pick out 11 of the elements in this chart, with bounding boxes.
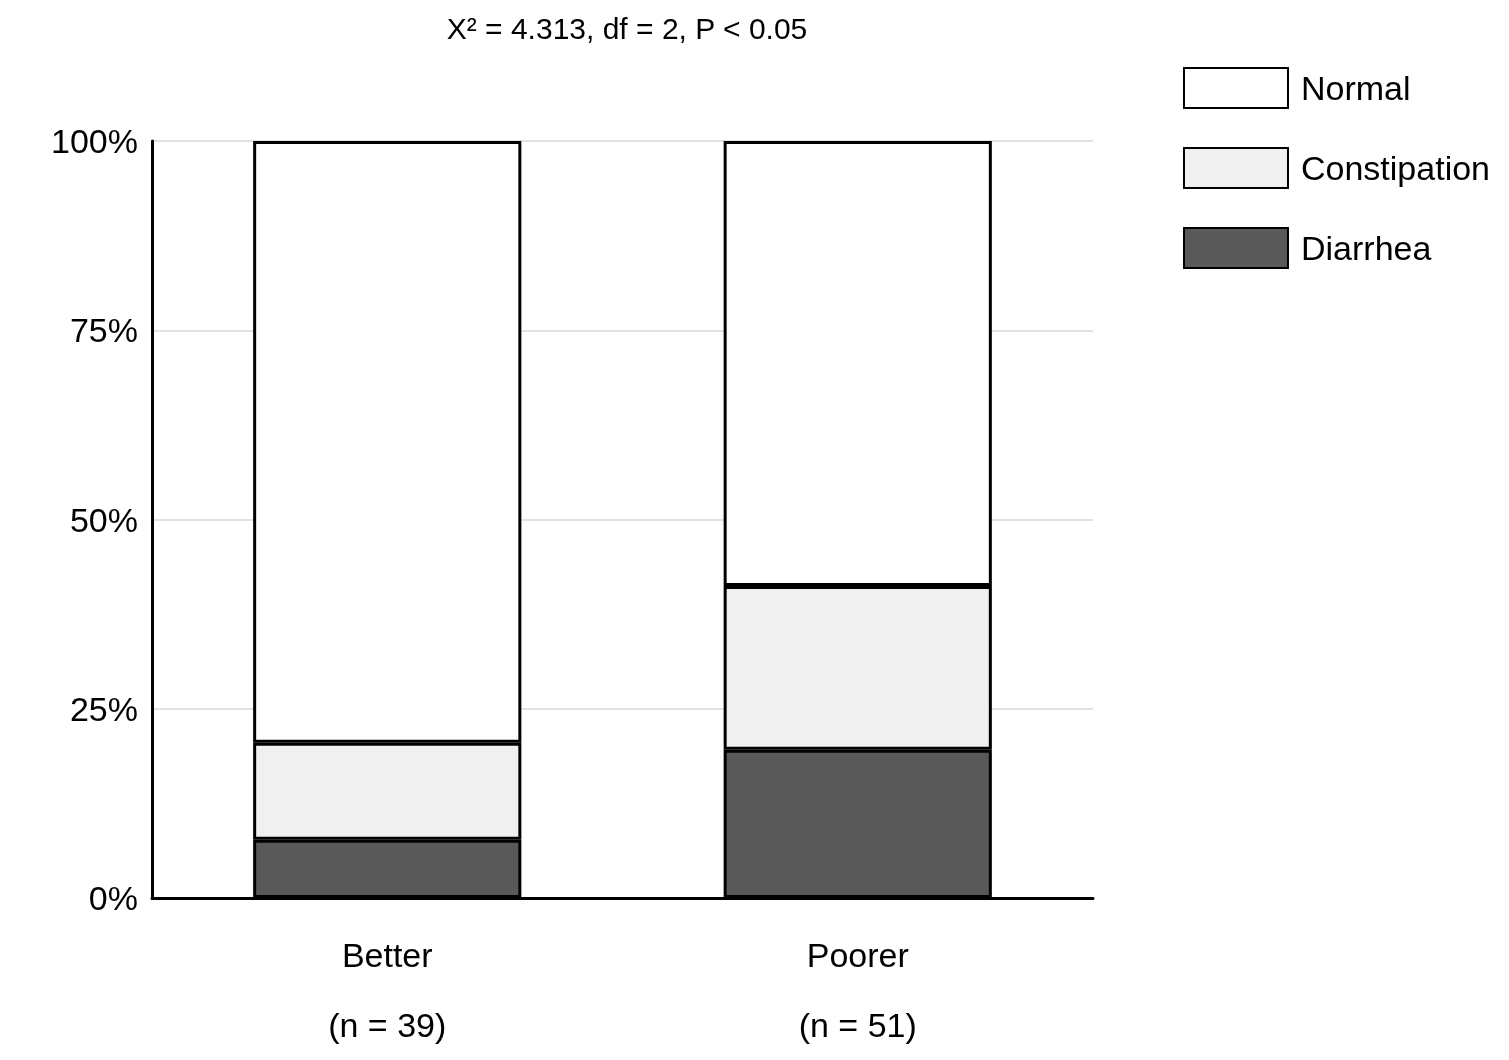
y-tick-label: 0%: [88, 879, 138, 917]
legend-label: Normal: [1300, 69, 1411, 107]
legend-label: Diarrhea: [1300, 229, 1432, 267]
x-tick-label: Poorer (n = 51): [798, 936, 917, 1044]
x-tick-label: Better (n = 39): [328, 936, 447, 1044]
y-tick-label: 50%: [69, 500, 138, 539]
legend-label: Constipation: [1300, 149, 1491, 187]
y-tick-label: 100%: [51, 122, 138, 160]
y-tick-label: 75%: [69, 311, 138, 350]
y-tick-label: 25%: [69, 689, 138, 728]
chart-title: X² = 4.313, df = 2, P < 0.05: [446, 11, 808, 45]
